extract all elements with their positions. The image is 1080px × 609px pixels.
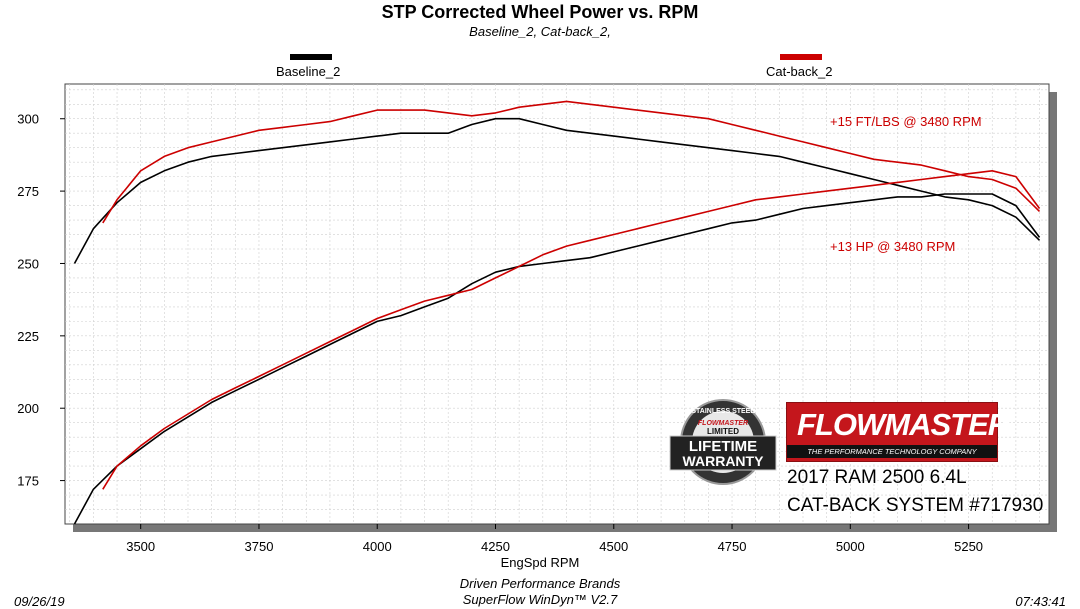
y-axis-ticks: 175 200 225 250 275 300 [17, 112, 65, 489]
series-line-4 [102, 170, 1041, 490]
x-tick-label: 4250 [481, 539, 510, 554]
y-tick-label: 275 [17, 184, 39, 199]
footer-time: 07:43:41 [1015, 594, 1066, 609]
x-tick-label: 5000 [836, 539, 865, 554]
footer-date: 09/26/19 [14, 594, 65, 609]
warranty-badge: STAINLESS STEEL FLOWMASTER LIMITED LIFET… [669, 399, 777, 485]
legend-label-baseline: Baseline_2 [276, 64, 341, 79]
y-tick-label: 300 [17, 112, 39, 127]
badge-line-1: STAINLESS STEEL [691, 408, 755, 415]
badge-line-2: FLOWMASTER [698, 420, 748, 427]
chart-title: STP Corrected Wheel Power vs. RPM [381, 2, 699, 22]
x-axis-label: EngSpd RPM [501, 555, 580, 570]
series-layer [73, 100, 1041, 525]
x-tick-label: 5250 [954, 539, 983, 554]
vehicle-line-2: CAT-BACK SYSTEM #717930 [787, 495, 1044, 516]
badge-banner [669, 435, 777, 471]
y-tick-label: 175 [17, 474, 39, 489]
y-tick-label: 200 [17, 401, 39, 416]
badge-line-4: LIFETIME [689, 438, 757, 455]
series-line-3 [73, 193, 1041, 525]
x-tick-label: 4000 [363, 539, 392, 554]
flowmaster-logo: FLOWMASTER THE PERFORMANCE TECHNOLOGY CO… [786, 402, 1010, 462]
footer-software: SuperFlow WinDyn™ V2.7 [462, 592, 618, 607]
series-line-1 [73, 117, 1041, 264]
brand-tagline: THE PERFORMANCE TECHNOLOGY COMPANY [787, 445, 997, 458]
x-axis-ticks: 3500 3750 4000 4250 4500 4750 5000 5250 [126, 524, 983, 554]
footer-company: Driven Performance Brands [459, 576, 621, 591]
brand-block: FLOWMASTER THE PERFORMANCE TECHNOLOGY CO… [786, 402, 1010, 462]
y-tick-label: 225 [17, 329, 39, 344]
y-tick-label: 250 [17, 256, 39, 271]
badge-line-3: LIMITED [707, 427, 739, 436]
x-tick-label: 4500 [599, 539, 628, 554]
chart-subtitle: Baseline_2, Cat-back_2, [469, 24, 611, 39]
vehicle-line-1: 2017 RAM 2500 6.4L [787, 467, 967, 488]
x-tick-label: 4750 [718, 539, 747, 554]
badge-line-5: WARRANTY [683, 453, 765, 469]
legend-swatch-catback [780, 54, 822, 60]
legend-swatch-baseline [290, 54, 332, 60]
x-tick-label: 3500 [126, 539, 155, 554]
legend-label-catback: Cat-back_2 [766, 64, 833, 79]
series-line-2 [102, 100, 1041, 224]
annotation-hp: +13 HP @ 3480 RPM [830, 239, 955, 254]
x-tick-label: 3750 [245, 539, 274, 554]
brand-name: FLOWMASTER [797, 407, 1010, 442]
annotation-torque: +15 FT/LBS @ 3480 RPM [830, 114, 982, 129]
